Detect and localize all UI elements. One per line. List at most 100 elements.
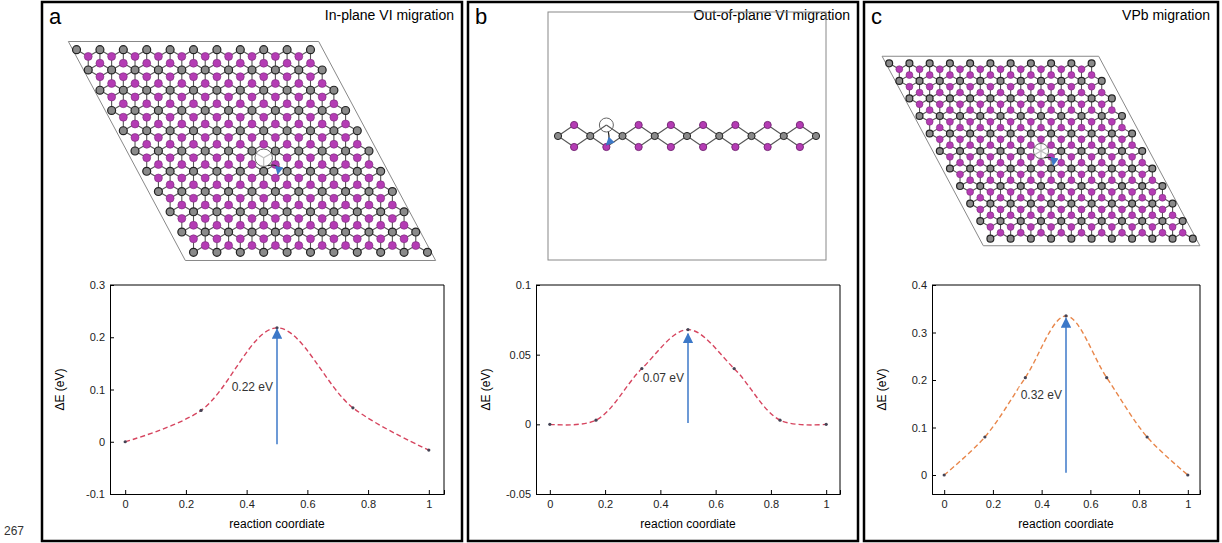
- tick-mark: [716, 490, 717, 494]
- frame-right: [840, 285, 841, 494]
- i-atom: [236, 113, 244, 121]
- panel-label: a: [49, 4, 62, 29]
- pb-atom: [1119, 218, 1126, 225]
- i-atom: [987, 72, 994, 79]
- i-atom: [1159, 194, 1166, 201]
- i-atom: [143, 154, 151, 162]
- pb-atom: [318, 188, 326, 196]
- i-atom: [916, 89, 923, 96]
- i-atom: [957, 124, 964, 131]
- i-atom: [236, 73, 244, 81]
- i-atom: [154, 120, 162, 128]
- pb-atom: [225, 147, 233, 155]
- i-atom: [330, 140, 338, 148]
- pb-atom: [307, 167, 315, 175]
- tick-mark: [125, 490, 126, 494]
- i-atom: [190, 140, 198, 148]
- i-atom: [1058, 171, 1065, 178]
- pb-atom: [108, 66, 116, 74]
- vacancy: [599, 118, 613, 132]
- i-atom: [271, 93, 279, 101]
- i-atom: [1078, 171, 1085, 178]
- i-atom: [96, 59, 104, 67]
- structure: [548, 12, 826, 260]
- pb-atom: [260, 167, 268, 175]
- i-atom: [377, 181, 385, 189]
- pb-atom: [330, 248, 338, 256]
- i-atom: [1078, 124, 1085, 131]
- i-atom: [342, 161, 350, 169]
- x-axis-title: reaction coordiate: [229, 517, 325, 531]
- i-atom: [906, 72, 913, 79]
- tick-label: 1: [824, 498, 830, 510]
- pb-atom: [271, 147, 279, 155]
- pb-atom: [201, 107, 209, 115]
- i-atom: [248, 93, 256, 101]
- structure: [68, 42, 435, 261]
- pb-atom: [271, 66, 279, 74]
- pb-atom: [154, 147, 162, 155]
- i-atom: [1058, 159, 1065, 166]
- i-atom: [131, 134, 139, 142]
- pb-atom: [84, 66, 92, 74]
- i-atom: [1139, 171, 1146, 178]
- i-atom: [178, 93, 186, 101]
- i-atom: [342, 201, 350, 209]
- data-point: [427, 449, 430, 452]
- pb-atom: [201, 228, 209, 236]
- i-atom: [1058, 124, 1065, 131]
- pb-atom: [190, 86, 198, 94]
- i-atom: [283, 73, 291, 81]
- i-atom: [330, 235, 338, 243]
- i-atom: [260, 194, 268, 202]
- x-tick: 0: [547, 490, 553, 510]
- data-point: [548, 423, 551, 426]
- pb-atom: [1017, 148, 1024, 155]
- pb-atom: [1189, 235, 1196, 242]
- pb-atom: [957, 77, 964, 84]
- i-atom: [1078, 136, 1085, 143]
- i-atom: [957, 159, 964, 166]
- i-atom: [1038, 136, 1045, 143]
- i-atom: [225, 134, 233, 142]
- pb-atom: [1108, 130, 1115, 137]
- y-tick: 0.1: [90, 384, 114, 396]
- i-atom: [1058, 89, 1065, 96]
- pb-atom: [1038, 218, 1045, 225]
- i-atom: [178, 161, 186, 169]
- i-atom: [997, 206, 1004, 213]
- i-atom: [987, 153, 994, 160]
- i-atom: [1098, 194, 1105, 201]
- i-atom: [796, 143, 803, 150]
- pb-atom: [967, 95, 974, 102]
- pb-atom: [119, 127, 127, 135]
- pb-atom: [1159, 218, 1166, 225]
- pb-atom: [1129, 130, 1136, 137]
- pb-atom: [271, 188, 279, 196]
- x-tick: 0.6: [708, 490, 723, 510]
- i-atom: [1088, 72, 1095, 79]
- i-atom: [1078, 89, 1085, 96]
- i-atom: [283, 194, 291, 202]
- i-atom: [1068, 72, 1075, 79]
- i-atom: [1119, 171, 1126, 178]
- i-atom: [1038, 206, 1045, 213]
- i-atom: [1129, 188, 1136, 195]
- pb-atom: [1007, 235, 1014, 242]
- i-atom: [330, 154, 338, 162]
- i-atom: [1129, 153, 1136, 160]
- bonds: [558, 125, 816, 147]
- tick-mark: [307, 490, 308, 494]
- i-atom: [1017, 159, 1024, 166]
- i-atom: [365, 215, 373, 223]
- i-atom: [330, 181, 338, 189]
- plot-background: [110, 285, 444, 494]
- tick-mark: [536, 494, 540, 495]
- plot-background: [536, 285, 840, 494]
- i-atom: [318, 79, 326, 87]
- tick-mark: [605, 490, 606, 494]
- i-atom: [1088, 83, 1095, 90]
- i-atom: [271, 174, 279, 182]
- pb-atom: [178, 228, 186, 236]
- pb-atom: [967, 200, 974, 207]
